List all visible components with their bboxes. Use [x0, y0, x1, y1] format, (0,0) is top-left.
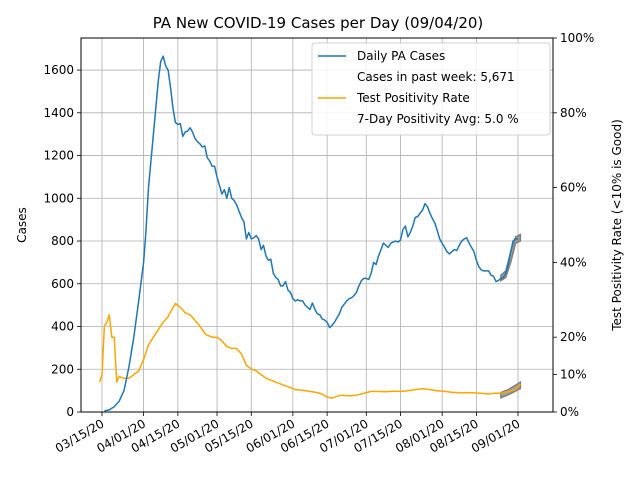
trend-band	[500, 233, 522, 282]
legend: Daily PA Cases Cases in past week: 5,671 T…	[311, 42, 551, 136]
series-line	[98, 302, 521, 399]
y-axis-right-label: Test Positivity Rate (<10% is Good)	[610, 119, 624, 332]
y-axis-left-label: Cases	[15, 207, 29, 243]
y-right-tick-label: 20%	[560, 330, 587, 344]
y-right-tick-label: 0%	[560, 405, 579, 419]
legend-label: Daily PA Cases	[357, 49, 445, 63]
legend-label: 7-Day Positivity Avg: 5.0 %	[357, 112, 519, 126]
y-right-tick-label: 60%	[560, 181, 587, 195]
y-tick-label: 1400	[43, 106, 74, 120]
y-tick-label: 1200	[43, 149, 74, 163]
x-axis-ticks: 03/15/2004/01/2004/15/2005/01/2005/15/20…	[53, 412, 523, 456]
y-right-tick-label: 10%	[560, 368, 587, 382]
legend-box	[311, 42, 551, 136]
y-right-tick-label: 80%	[560, 106, 587, 120]
y-tick-label: 0	[66, 405, 74, 419]
y-tick-label: 200	[51, 362, 74, 376]
y-right-tick-label: 100%	[560, 31, 594, 45]
y-tick-label: 800	[51, 234, 74, 248]
series-line	[104, 55, 518, 412]
y-axis-left-ticks: 0 200 400 600 800 1000 1200 1400 1600	[43, 63, 81, 419]
y-axis-right-ticks: 0% 10% 20% 40% 60% 80% 100%	[553, 31, 594, 419]
legend-label: Test Positivity Rate	[356, 91, 470, 105]
y-tick-label: 1000	[43, 191, 74, 205]
chart-title: PA New COVID-19 Cases per Day (09/04/20)	[153, 14, 484, 32]
legend-label: Cases in past week: 5,671	[357, 70, 515, 84]
plot-frame	[80, 37, 554, 413]
trend-band	[500, 380, 522, 399]
trend-bands	[500, 233, 522, 399]
y-tick-label: 600	[51, 277, 74, 291]
y-right-tick-label: 40%	[560, 255, 587, 269]
y-tick-label: 400	[51, 320, 74, 334]
series-lines	[98, 55, 521, 412]
y-tick-label: 1600	[43, 63, 74, 77]
